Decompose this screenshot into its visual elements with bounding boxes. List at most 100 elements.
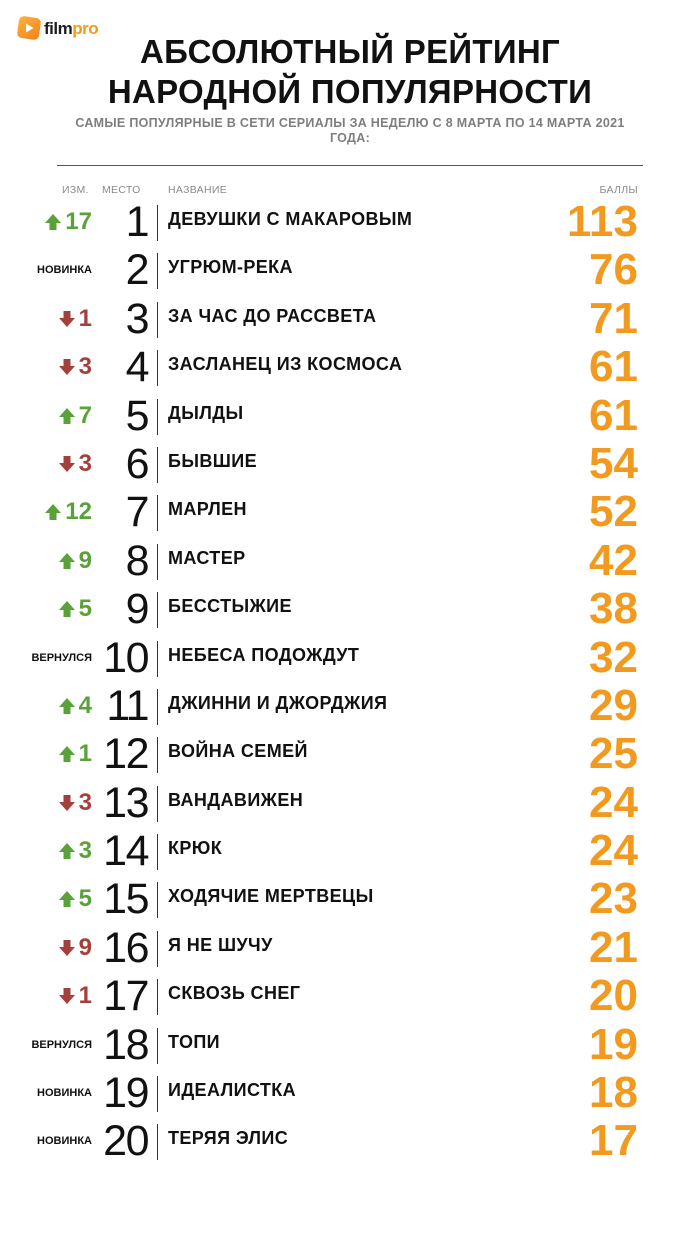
arrow-down-icon xyxy=(58,310,75,327)
arrow-up-icon xyxy=(58,746,75,763)
show-title: МАСТЕР xyxy=(168,547,246,568)
row-divider xyxy=(157,1124,158,1161)
arrow-down-icon xyxy=(58,939,75,956)
rank-change-value: 3 xyxy=(78,837,92,865)
ranking-row: 9 16 Я НЕ ШУЧУ 21 xyxy=(0,924,700,972)
points-value: 24 xyxy=(589,826,638,876)
arrow-down-icon xyxy=(58,359,75,376)
rank-place: 3 xyxy=(125,294,150,343)
page-title-line-2: НАРОДНОЙ ПОПУЛЯРНОСТИ xyxy=(107,73,593,110)
rank-change-value: 9 xyxy=(78,546,92,574)
points-value: 113 xyxy=(567,197,638,246)
show-title: БЕССТЫЖИЕ xyxy=(168,596,292,617)
row-divider xyxy=(157,640,158,677)
row-divider xyxy=(157,834,158,871)
show-title: ТОПИ xyxy=(168,1031,221,1052)
brand-name: filmpro xyxy=(44,18,99,38)
row-divider xyxy=(157,688,158,725)
ranking-row: НОВИНКА 2 УГРЮМ-РЕКА 76 xyxy=(0,246,700,294)
points-value: 54 xyxy=(589,438,638,488)
points-value: 61 xyxy=(589,390,638,440)
show-title: КРЮК xyxy=(168,838,223,859)
rank-place: 17 xyxy=(103,972,149,1021)
rank-change-value: 5 xyxy=(78,885,92,913)
rank-change: 7 xyxy=(58,397,92,435)
column-header-points: БАЛЛЫ xyxy=(599,184,638,196)
rank-place: 8 xyxy=(125,536,150,585)
show-title: ВОЙНА СЕМЕЙ xyxy=(168,741,308,762)
row-divider xyxy=(157,1027,158,1064)
status-badge: НОВИНКА xyxy=(37,1135,92,1148)
rank-change: НОВИНКА xyxy=(37,1074,92,1112)
ranking-row: 3 14 КРЮК 24 xyxy=(0,827,700,875)
row-divider xyxy=(157,930,158,967)
points-value: 42 xyxy=(589,535,638,585)
rank-place: 2 xyxy=(125,246,150,295)
rank-change: 12 xyxy=(44,493,92,531)
arrow-up-icon xyxy=(58,552,75,569)
show-title: ЗА ЧАС ДО РАССВЕТА xyxy=(168,305,377,326)
points-value: 25 xyxy=(589,729,638,779)
show-title: СКВОЗЬ СНЕГ xyxy=(168,983,301,1004)
rank-change: 1 xyxy=(58,735,92,773)
points-value: 23 xyxy=(589,874,638,924)
status-badge: НОВИНКА xyxy=(37,1087,92,1100)
ranking-row: НОВИНКА 19 ИДЕАЛИСТКА 18 xyxy=(0,1069,700,1117)
points-value: 20 xyxy=(589,971,638,1021)
arrow-up-icon xyxy=(45,504,62,521)
ranking-row: 17 1 ДЕВУШКИ С МАКАРОВЫМ 113 xyxy=(0,198,700,246)
arrow-down-icon xyxy=(58,794,75,811)
rank-change: 9 xyxy=(58,929,92,967)
show-title: Я НЕ ШУЧУ xyxy=(168,934,273,955)
ranking-row: 5 9 БЕССТЫЖИЕ 38 xyxy=(0,585,700,633)
show-title: УГРЮМ-РЕКА xyxy=(168,257,293,278)
arrow-up-icon xyxy=(45,214,62,230)
show-title: ЗАСЛАНЕЦ ИЗ КОСМОСА xyxy=(168,354,403,375)
rank-change-value: 12 xyxy=(65,498,92,526)
points-value: 32 xyxy=(589,632,638,682)
show-title: ХОДЯЧИЕ МЕРТВЕЦЫ xyxy=(168,886,374,907)
rank-change: 3 xyxy=(58,445,92,483)
points-value: 52 xyxy=(589,487,638,537)
ranking-list: 17 1 ДЕВУШКИ С МАКАРОВЫМ 113 НОВИНКА 2 УГРЮМ-Р… xyxy=(0,198,700,1166)
rank-change-value: 17 xyxy=(65,208,92,235)
ranking-row: 5 15 ХОДЯЧИЕ МЕРТВЕЦЫ 23 xyxy=(0,875,700,923)
arrow-up-icon xyxy=(58,407,75,424)
rank-place: 5 xyxy=(125,391,150,440)
play-icon xyxy=(16,15,42,41)
rank-change-value: 1 xyxy=(78,740,92,768)
show-title: ДЫЛДЫ xyxy=(168,402,244,423)
ranking-row: 1 3 ЗА ЧАС ДО РАССВЕТА 71 xyxy=(0,295,700,343)
points-value: 24 xyxy=(589,777,638,827)
points-value: 71 xyxy=(589,293,638,343)
arrow-up-icon xyxy=(58,601,75,618)
rank-change: 4 xyxy=(58,687,92,725)
rank-change: 5 xyxy=(58,880,92,918)
rank-change: 3 xyxy=(58,784,92,822)
points-value: 61 xyxy=(589,342,638,392)
arrow-up-icon xyxy=(58,891,75,908)
row-divider xyxy=(157,253,158,290)
rank-change-value: 7 xyxy=(78,401,92,429)
points-value: 21 xyxy=(589,922,638,972)
column-header-change: ИЗМ. xyxy=(62,184,89,196)
ranking-row: 7 5 ДЫЛДЫ 61 xyxy=(0,392,700,440)
rank-change-value: 1 xyxy=(78,304,92,332)
row-divider xyxy=(157,979,158,1016)
page-title-line-1: АБСОЛЮТНЫЙ РЕЙТИНГ xyxy=(139,33,561,70)
rank-change: 1 xyxy=(58,977,92,1015)
rank-place: 10 xyxy=(103,633,149,682)
rank-place: 9 xyxy=(125,585,150,634)
row-divider xyxy=(157,446,158,483)
rank-change: 1 xyxy=(58,300,92,338)
rank-place: 11 xyxy=(106,681,149,730)
row-divider xyxy=(157,205,158,241)
rank-change: 3 xyxy=(58,832,92,870)
points-value: 18 xyxy=(589,1068,638,1118)
column-header-place: МЕСТО xyxy=(102,184,141,196)
rank-place: 4 xyxy=(125,343,150,392)
rank-place: 16 xyxy=(103,923,149,972)
rank-place: 1 xyxy=(125,198,150,246)
points-value: 19 xyxy=(589,1019,638,1069)
rank-change: ВЕРНУЛСЯ xyxy=(31,639,92,677)
